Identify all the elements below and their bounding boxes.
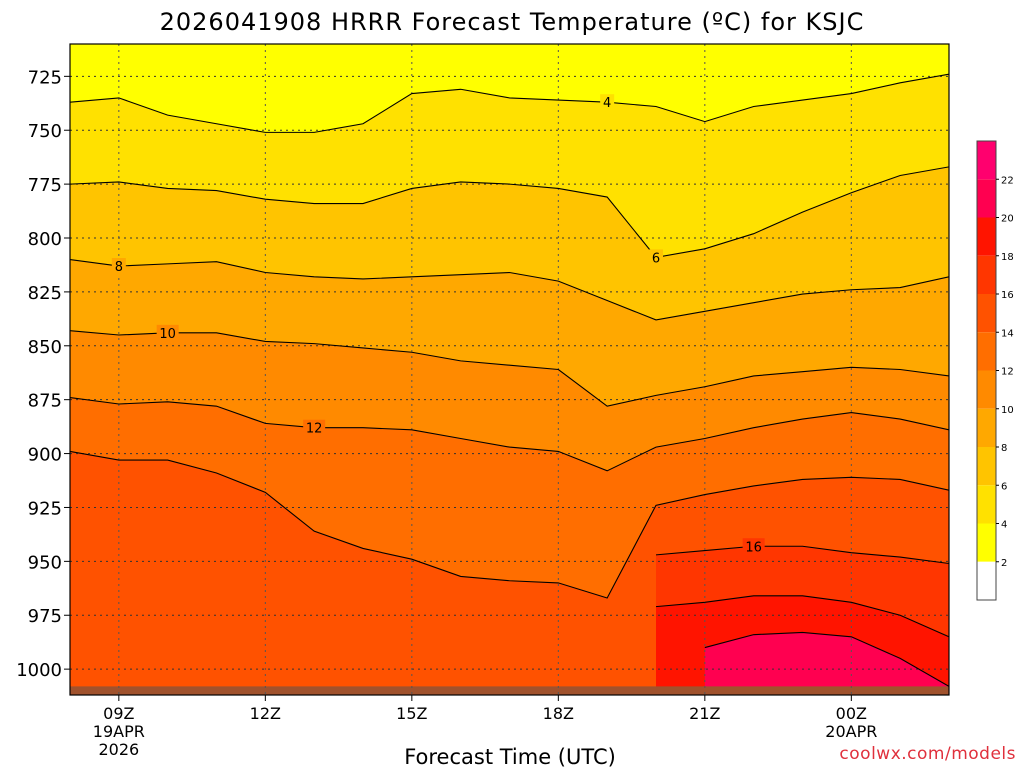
colorbar-swatch-6 (977, 485, 996, 524)
plot-frame (69, 43, 950, 696)
colorbar-swatch-14 (977, 332, 996, 371)
colorbar-label-22: 22 (1001, 175, 1014, 186)
y-tick-label-850: 850 (28, 337, 62, 358)
x-tick-label-18-0: 18Z (543, 704, 574, 723)
y-tick-label-725: 725 (28, 67, 62, 88)
isotherm-label-8: 8 (115, 260, 123, 275)
isotherm-label-6: 6 (652, 251, 660, 266)
x-tick-label-9-2: 2026 (98, 740, 139, 759)
colorbar-label-18: 18 (1001, 252, 1014, 263)
isotherm-label-bg-8 (111, 258, 126, 275)
y-tick-label-900: 900 (28, 445, 62, 466)
colorbar-label-6: 6 (1001, 481, 1007, 492)
colorbar-label-20: 20 (1001, 214, 1014, 225)
isotherm-8 (70, 259, 949, 321)
colorbar-label-10: 10 (1001, 405, 1014, 416)
x-tick-label-12-0: 12Z (250, 704, 281, 723)
y-tick-label-750: 750 (28, 121, 62, 142)
grid-lines (70, 44, 949, 695)
y-tick-label-775: 775 (28, 175, 62, 196)
y-tick-label-975: 975 (28, 606, 62, 627)
credit-link[interactable]: coolwx.com/models (839, 744, 1016, 764)
colorbar-label-2: 2 (1001, 558, 1007, 569)
colorbar-swatch-2 (977, 561, 996, 600)
isotherm-labels: 4 6 8 10 12 16 (111, 94, 765, 555)
isotherm-contours (70, 73, 949, 687)
y-tick-label-925: 925 (28, 498, 62, 519)
isotherm-4 (70, 73, 949, 133)
y-tick-label-800: 800 (28, 229, 62, 250)
colorbar-swatch-18 (977, 255, 996, 294)
colorbar-swatch-12 (977, 370, 996, 409)
isotherm-14 (70, 450, 949, 599)
x-tick-label-15-0: 15Z (396, 704, 427, 723)
ground-surface (70, 686, 949, 695)
y-tick-label-1000: 1000 (16, 660, 62, 681)
isotherm-label-bg-10 (156, 324, 179, 341)
x-axis-label: Forecast Time (UTC) (404, 745, 616, 768)
isotherm-label-bg-6 (649, 249, 663, 266)
colorbar-swatch-20 (977, 217, 996, 256)
colorbar-swatch-8 (977, 447, 996, 486)
x-tick-label-9-0: 09Z (103, 704, 134, 723)
isotherm-label-12: 12 (306, 422, 323, 437)
colorbar-label-12: 12 (1001, 367, 1014, 378)
colorbar-label-16: 16 (1001, 290, 1014, 301)
colorbar-label-4: 4 (1001, 520, 1007, 531)
x-tick-label-24-1: 20APR (825, 722, 877, 741)
y-tick-label-950: 950 (28, 552, 62, 573)
band-fill-20-22 (704, 632, 949, 695)
isotherm-label-16: 16 (745, 540, 762, 555)
colorbar-swatch-10 (977, 408, 996, 447)
colorbar-swatch-22 (977, 179, 996, 218)
x-tick-label-9-1: 19APR (93, 722, 145, 741)
isotherm-12 (70, 396, 949, 472)
x-tick-label-24-0: 00Z (836, 704, 867, 723)
isotherm-18 (655, 595, 949, 638)
chart-title: 2026041908 HRRR Forecast Temperature (ºC… (160, 8, 865, 36)
x-tick-label-21-0: 21Z (689, 704, 720, 723)
isotherm-label-4: 4 (603, 96, 611, 111)
y-tick-label-825: 825 (28, 283, 62, 304)
pressure-axis: 725 750 775 800 825 850 875 900 925 950 975 1000 (16, 67, 70, 681)
ground-layer (70, 686, 949, 695)
colorbar-swatch-16 (977, 294, 996, 333)
colorbar-swatch-24 (977, 141, 996, 180)
y-tick-label-875: 875 (28, 391, 62, 412)
temperature-fill-bands (70, 44, 949, 695)
isotherm-label-bg-16 (742, 538, 765, 555)
isotherm-16 (655, 545, 949, 565)
colorbar-legend: 22 20 18 16 14 12 10 8 6 4 2 (976, 140, 1014, 601)
isotherm-6 (70, 166, 949, 259)
isotherm-label-10: 10 (159, 327, 176, 342)
isotherm-label-bg-4 (600, 94, 615, 111)
isotherm-10 (70, 330, 949, 407)
isotherm-label-bg-12 (303, 419, 326, 436)
colorbar-label-14: 14 (1001, 328, 1014, 339)
colorbar-swatch-4 (977, 523, 996, 562)
colorbar-label-8: 8 (1001, 443, 1007, 454)
isotherm-20 (704, 631, 949, 687)
